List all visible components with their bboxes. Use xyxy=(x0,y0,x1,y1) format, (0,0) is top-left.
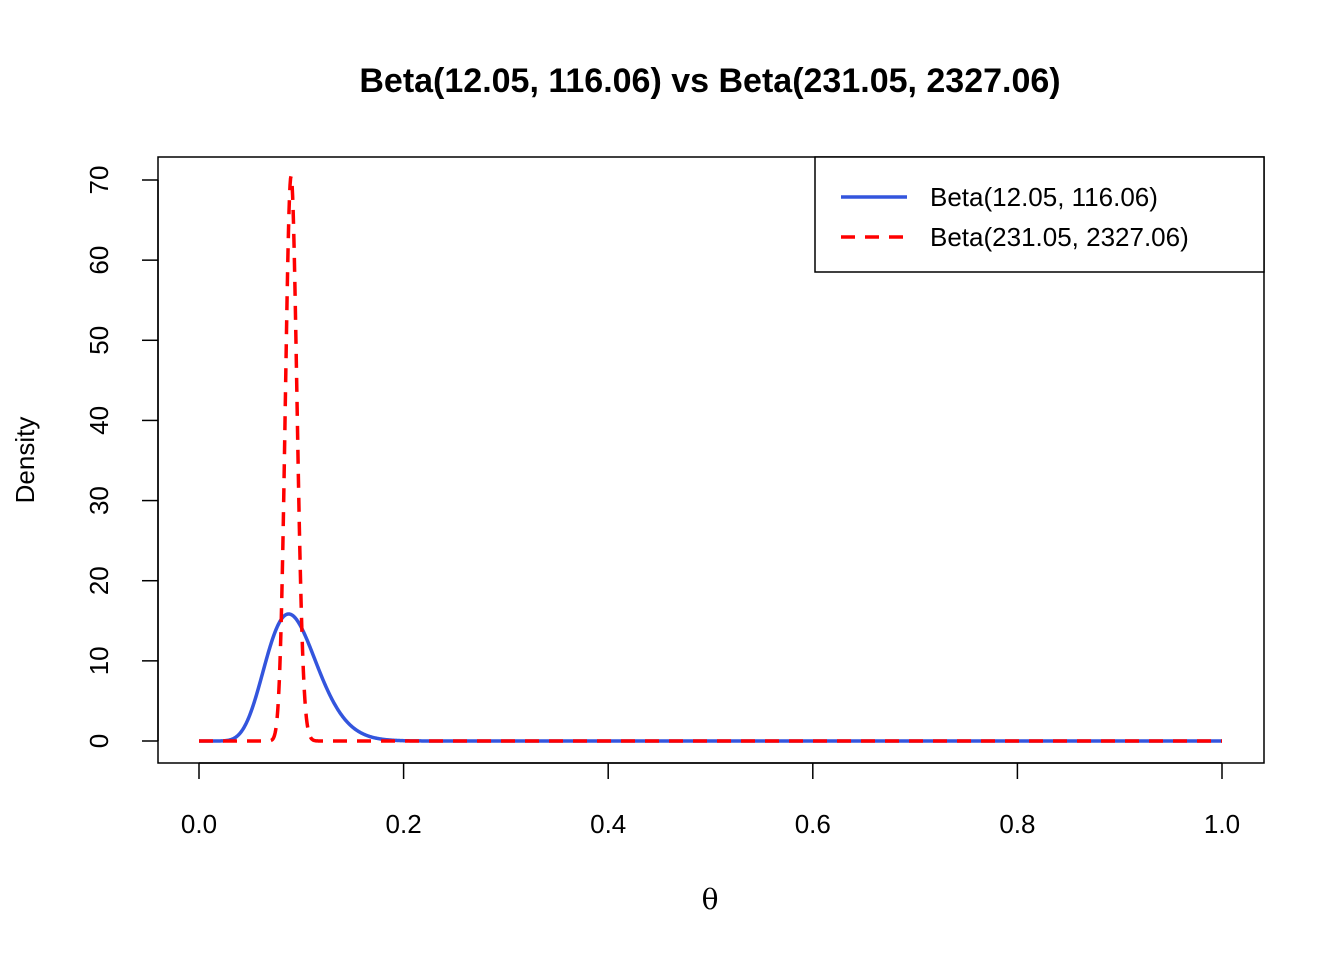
x-tick-label: 0.4 xyxy=(590,809,626,839)
y-axis: 0 10 20 30 40 50 60 70 xyxy=(84,166,159,748)
y-tick-label: 30 xyxy=(84,486,114,515)
series-line-2 xyxy=(197,174,1224,743)
chart-title: Beta(12.05, 116.06) vs Beta(231.05, 2327… xyxy=(359,62,1060,100)
y-axis-label: Density xyxy=(10,417,40,504)
legend: Beta(12.05, 116.06) Beta(231.05, 2327.06… xyxy=(814,156,1265,273)
x-tick-label: 1.0 xyxy=(1204,809,1240,839)
y-tick-label: 0 xyxy=(84,734,114,748)
x-axis: 0.0 0.2 0.4 0.6 0.8 1.0 xyxy=(181,762,1240,839)
y-tick-label: 50 xyxy=(84,326,114,355)
x-tick-label: 0.6 xyxy=(795,809,831,839)
series-line-1 xyxy=(197,612,1224,743)
y-tick-label: 20 xyxy=(84,566,114,595)
legend-label-series-2: Beta(231.05, 2327.06) xyxy=(930,222,1189,252)
y-tick-label: 10 xyxy=(84,646,114,675)
x-axis-label: θ xyxy=(702,883,719,916)
y-tick-label: 40 xyxy=(84,406,114,435)
legend-label-series-1: Beta(12.05, 116.06) xyxy=(930,182,1158,212)
x-tick-label: 0.8 xyxy=(999,809,1035,839)
y-tick-label: 70 xyxy=(84,166,114,195)
legend-box xyxy=(814,156,1265,273)
x-tick-label: 0.2 xyxy=(386,809,422,839)
series-layer xyxy=(197,174,1224,743)
y-tick-label: 60 xyxy=(84,246,114,275)
x-tick-label: 0.0 xyxy=(181,809,217,839)
